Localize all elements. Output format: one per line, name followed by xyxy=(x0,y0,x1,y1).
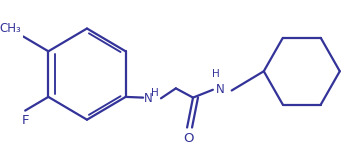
Text: H: H xyxy=(212,69,220,79)
Text: N: N xyxy=(144,92,152,105)
Text: H: H xyxy=(151,88,159,98)
Text: O: O xyxy=(184,132,194,145)
Text: CH₃: CH₃ xyxy=(0,22,22,35)
Text: N: N xyxy=(216,83,225,96)
Text: F: F xyxy=(22,114,29,127)
